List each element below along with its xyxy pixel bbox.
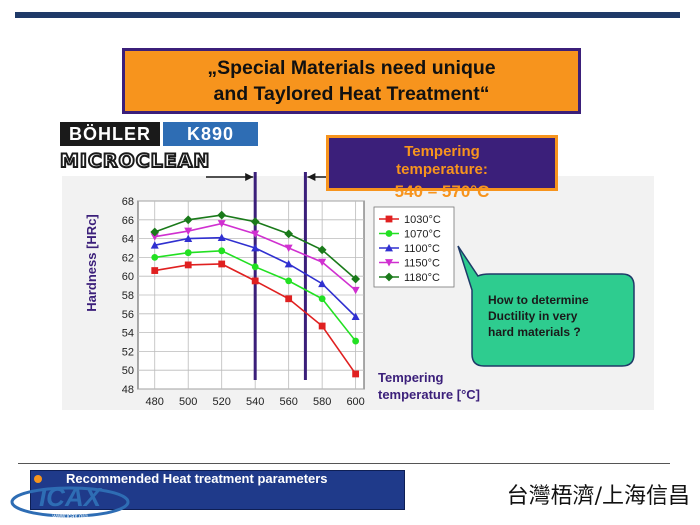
legend-entry: 1030°C <box>404 214 441 226</box>
chart-series <box>150 210 361 378</box>
x-tick-label: 600 <box>346 396 364 408</box>
y-tick-label: 56 <box>122 309 134 321</box>
data-point <box>150 241 159 249</box>
data-point <box>217 210 227 220</box>
x-tick-label: 560 <box>279 396 297 408</box>
footer-title: Recommended Heat treatment parameters <box>66 471 328 486</box>
slide-title: „Special Materials need unique and Taylo… <box>207 57 496 105</box>
bohler-brand: BÖHLER <box>60 122 160 146</box>
series-1030°C <box>151 260 360 378</box>
x-tick-label: 580 <box>313 396 331 408</box>
top-rule <box>15 12 680 18</box>
legend-marker <box>385 259 393 267</box>
x-tick-label: 520 <box>213 396 231 408</box>
y-tick-label: 52 <box>122 346 134 358</box>
data-point <box>351 274 361 284</box>
data-point <box>217 220 226 228</box>
data-point <box>284 259 293 268</box>
data-point <box>352 337 360 345</box>
data-point <box>151 254 159 261</box>
data-point <box>251 263 259 271</box>
data-point <box>351 286 360 295</box>
data-point <box>183 215 193 225</box>
y-tick-label: 50 <box>122 365 134 377</box>
legend-entry: 1150°C <box>404 258 440 270</box>
data-point <box>184 234 193 242</box>
chart-legend: 1030°C 1070°C 1100°C 1150°C 1180°C <box>373 206 455 288</box>
data-point <box>318 322 326 330</box>
svg-text:ICAX: ICAX <box>39 482 103 512</box>
data-point <box>150 227 160 237</box>
series-1100°C <box>150 233 360 321</box>
legend-marker <box>385 230 393 237</box>
chart-grid <box>137 200 365 390</box>
company-name: 台灣梧濟/上海信昌 <box>506 484 690 509</box>
microclean-logo: MICROCLEAN <box>59 149 211 173</box>
x-tick-label: 540 <box>246 396 264 408</box>
data-point <box>184 227 193 236</box>
data-point <box>218 247 226 255</box>
data-point <box>318 258 327 267</box>
data-point <box>284 244 293 252</box>
data-point <box>352 370 360 378</box>
data-point <box>285 295 293 303</box>
bohler-logo: BÖHLER K890 <box>60 122 258 146</box>
y-tick-label: 64 <box>122 234 134 246</box>
callout-bubble <box>457 245 635 367</box>
y-tick-label: 62 <box>122 252 134 264</box>
legend-entry: 1070°C <box>404 229 441 241</box>
arrow-head-icon <box>245 173 254 181</box>
chart-axes: 48 50 52 54 56 58 60 62 64 66 68 480 500 520 540 560 580… <box>122 196 365 408</box>
data-point <box>150 233 159 241</box>
arrow-head-icon <box>307 173 316 181</box>
y-tick-label: 58 <box>122 290 134 302</box>
x-tick-label: 500 <box>179 396 197 408</box>
logo-url: www.icax.org <box>51 514 87 520</box>
y-tick-label: 54 <box>122 328 134 340</box>
legend-entry: 1100°C <box>404 243 440 255</box>
series-1180°C <box>150 210 361 284</box>
legend-marker <box>385 215 393 223</box>
data-point <box>318 295 326 303</box>
data-point <box>318 279 327 288</box>
tempering-label: Tempering temperature: <box>396 143 488 178</box>
data-point <box>218 260 226 268</box>
legend-marker <box>385 244 393 252</box>
series-1070°C <box>151 247 360 345</box>
legend-entry: 1180°C <box>404 272 440 284</box>
footer-bullet-icon <box>34 475 42 483</box>
data-point <box>284 229 294 239</box>
data-point <box>351 312 360 321</box>
x-axis-label: Tempering <box>378 370 444 385</box>
callout-text: How to determine Ductility in very hard … <box>488 293 589 339</box>
tempering-markers <box>206 172 326 380</box>
data-point <box>251 277 259 285</box>
y-tick-label: 48 <box>122 384 134 396</box>
title-box: „Special Materials need unique and Taylo… <box>122 48 581 114</box>
data-point <box>151 267 159 274</box>
data-point <box>184 261 192 269</box>
data-point <box>217 233 226 242</box>
y-axis-label: Hardness [HRc] <box>84 214 99 312</box>
data-point <box>184 249 192 257</box>
grade-label: K890 <box>163 122 258 146</box>
icax-logo-icon: ICAX www.icax.org <box>10 482 130 520</box>
data-point <box>251 244 260 252</box>
y-tick-label: 66 <box>122 215 134 227</box>
data-point <box>250 217 260 227</box>
x-axis-label-line2: temperature [°C] <box>378 387 480 402</box>
data-point <box>251 230 260 238</box>
y-tick-label: 68 <box>122 196 134 208</box>
bottom-rule <box>18 463 670 464</box>
series-1150°C <box>150 220 360 295</box>
data-point <box>317 245 327 255</box>
y-tick-label: 60 <box>122 271 134 283</box>
data-point <box>285 277 293 285</box>
x-tick-label: 480 <box>146 396 164 408</box>
tempering-range: 540 – 570°C <box>394 182 490 201</box>
legend-marker <box>384 272 394 282</box>
tempering-box: Tempering temperature: <box>326 135 558 191</box>
